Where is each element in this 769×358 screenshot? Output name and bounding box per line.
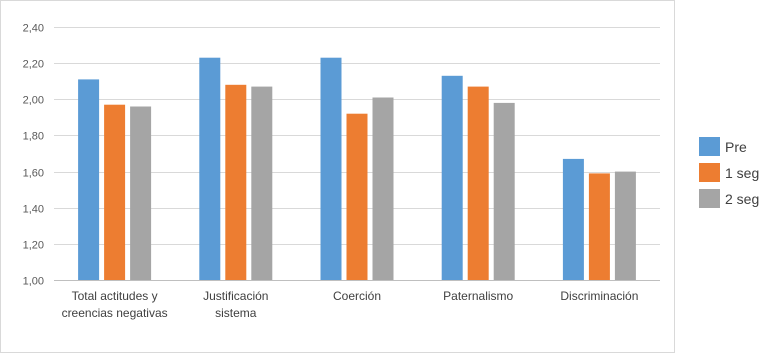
legend: Pre 1 seg 2 seg bbox=[699, 137, 759, 208]
bar-1-seg bbox=[588, 173, 610, 280]
y-tick-label: 1,60 bbox=[23, 168, 44, 180]
x-axis-category-labels: Total actitudes y creencias negativas Just… bbox=[62, 289, 639, 320]
y-tick-label: 2,20 bbox=[23, 59, 44, 71]
legend-swatch bbox=[699, 189, 720, 208]
legend-label: Pre bbox=[725, 139, 747, 155]
bar-2-seg bbox=[130, 106, 152, 280]
x-category-label: Total actitudes y creencias negativas bbox=[62, 289, 168, 320]
legend-label: 1 seg bbox=[725, 165, 759, 181]
y-tick-label: 1,40 bbox=[23, 204, 44, 216]
bar-pre bbox=[441, 75, 463, 280]
bar-pre bbox=[199, 57, 221, 281]
bars bbox=[78, 57, 636, 281]
x-category-label: Discriminación bbox=[560, 289, 638, 303]
bar-pre bbox=[78, 79, 100, 281]
y-axis-tick-labels: 1,00 1,20 1,40 1,60 1,80 2,00 2,20 2,40 bbox=[23, 23, 44, 288]
bar-1-seg bbox=[225, 84, 247, 280]
x-category-label: Paternalismo bbox=[443, 289, 513, 303]
gridlines bbox=[54, 27, 660, 245]
bar-2-seg bbox=[372, 97, 394, 280]
x-category-label: Justificación sistema bbox=[203, 289, 268, 320]
bar-1-seg bbox=[104, 104, 126, 280]
y-tick-label: 1,80 bbox=[23, 131, 44, 143]
bar-pre bbox=[320, 57, 342, 281]
y-tick-label: 2,00 bbox=[23, 95, 44, 107]
bar-2-seg bbox=[614, 171, 636, 280]
legend-label: 2 seg bbox=[725, 191, 759, 207]
y-tick-label: 1,00 bbox=[23, 276, 44, 288]
bar-1-seg bbox=[346, 113, 368, 280]
y-tick-label: 1,20 bbox=[23, 240, 44, 252]
y-tick-label: 2,40 bbox=[23, 23, 44, 35]
x-category-label: Coerción bbox=[333, 289, 381, 303]
bar-2-seg bbox=[493, 102, 515, 281]
legend-swatch bbox=[699, 137, 720, 156]
bar-pre bbox=[562, 158, 584, 280]
legend-swatch bbox=[699, 163, 720, 182]
bar-2-seg bbox=[251, 86, 273, 280]
bar-1-seg bbox=[467, 86, 489, 280]
